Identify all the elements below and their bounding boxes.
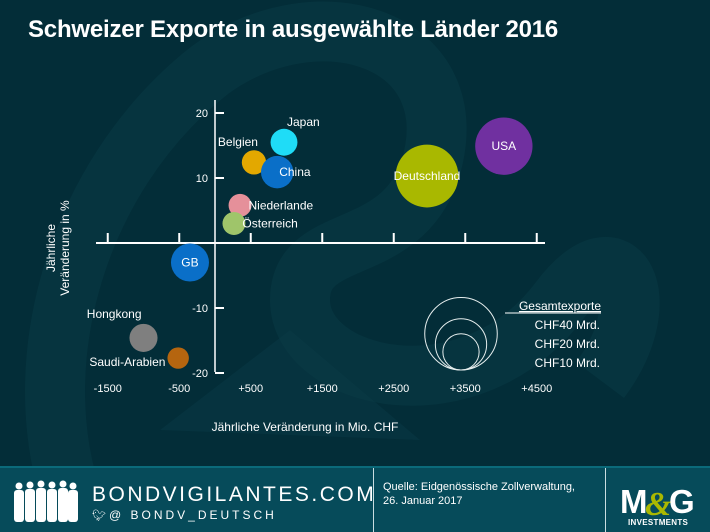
twitter-bird-icon: 🐦︎ [92, 510, 109, 522]
source-note: Quelle: Eidgenössische Zollverwaltung, 2… [383, 480, 575, 508]
x-tick-label: +1500 [307, 383, 338, 395]
twitter-handle: 🐦︎@ BONDV_DEUTSCH [92, 508, 277, 522]
svg-text:&: & [645, 486, 672, 518]
bubble-china [260, 155, 294, 189]
svg-text:G: G [669, 483, 695, 518]
bubble-label-österreich: Österreich [242, 217, 297, 231]
legend-circle [442, 333, 480, 371]
footer-divider-right [605, 468, 606, 532]
bubble-österreich [222, 212, 246, 235]
mg-logo: M & G [620, 483, 695, 518]
y-axis-label-line1: Jährliche [44, 224, 58, 272]
legend-circle [434, 318, 488, 371]
bubble-deutschland [395, 144, 459, 208]
source-line-1: Quelle: Eidgenössische Zollverwaltung, [383, 481, 575, 493]
y-tick-label: -10 [192, 303, 208, 315]
chart-title: Schweizer Exporte in ausgewählte Länder … [28, 16, 559, 43]
bubble-japan [270, 128, 298, 156]
y-axis-label-line2: Veränderung in % [58, 200, 72, 296]
mg-logo-subtext: INVESTMENTS [628, 518, 689, 527]
legend-title: Gesamtexporte [519, 299, 601, 313]
x-tick-label: +2500 [378, 383, 409, 395]
bubble-saudi-arabien [167, 347, 189, 369]
y-tick-label: 20 [196, 108, 208, 120]
bubble-niederlande [228, 193, 252, 217]
y-tick-label: 10 [196, 173, 208, 185]
bubble-label-japan: Japan [287, 115, 320, 129]
people-silhouette-icon [14, 480, 78, 522]
brand-name: BONDVIGILANTES.COM [92, 483, 377, 506]
bubble-hongkong [129, 323, 158, 352]
bubble-chart: -1500 -500 +500 +1500 +2500 +3500 +4500 20 10 -10… [44, 100, 601, 434]
bubble-gb [170, 243, 209, 282]
svg-text:M: M [620, 483, 646, 518]
bubble-label-niederlande: Niederlande [248, 198, 313, 212]
bubble-label-china: China [279, 165, 311, 179]
legend-entry-label: CHF20 Mrd. [535, 337, 600, 351]
bubble-label-hongkong: Hongkong [87, 307, 142, 321]
x-tick-label: -500 [168, 383, 190, 395]
x-tick-label: +3500 [450, 383, 481, 395]
twitter-handle-text: @ BONDV_DEUTSCH [108, 508, 277, 522]
bubble-label-usa: USA [492, 139, 517, 153]
source-line-2: 26. Januar 2017 [383, 495, 463, 507]
footer-divider-left [373, 468, 374, 532]
bubble-label-deutschland: Deutschland [394, 169, 461, 183]
bubble-label-belgien: Belgien [218, 135, 258, 149]
y-tick-label: -20 [192, 368, 208, 380]
x-axis-label: Jährliche Veränderung in Mio. CHF [212, 420, 399, 434]
footer-bar: BONDVIGILANTES.COM 🐦︎@ BONDV_DEUTSCH Que… [0, 466, 710, 532]
x-tick-label: -1500 [94, 383, 122, 395]
x-tick-label: +4500 [521, 383, 552, 395]
legend-entry-label: CHF10 Mrd. [535, 356, 600, 370]
bubble-label-saudi-arabien: Saudi-Arabien [89, 355, 165, 369]
bubble-label-gb: GB [181, 256, 198, 270]
bubble-usa [475, 117, 533, 175]
legend-entry-label: CHF40 Mrd. [535, 318, 600, 332]
bubble-belgien [241, 150, 267, 175]
x-tick-label: +500 [238, 383, 263, 395]
